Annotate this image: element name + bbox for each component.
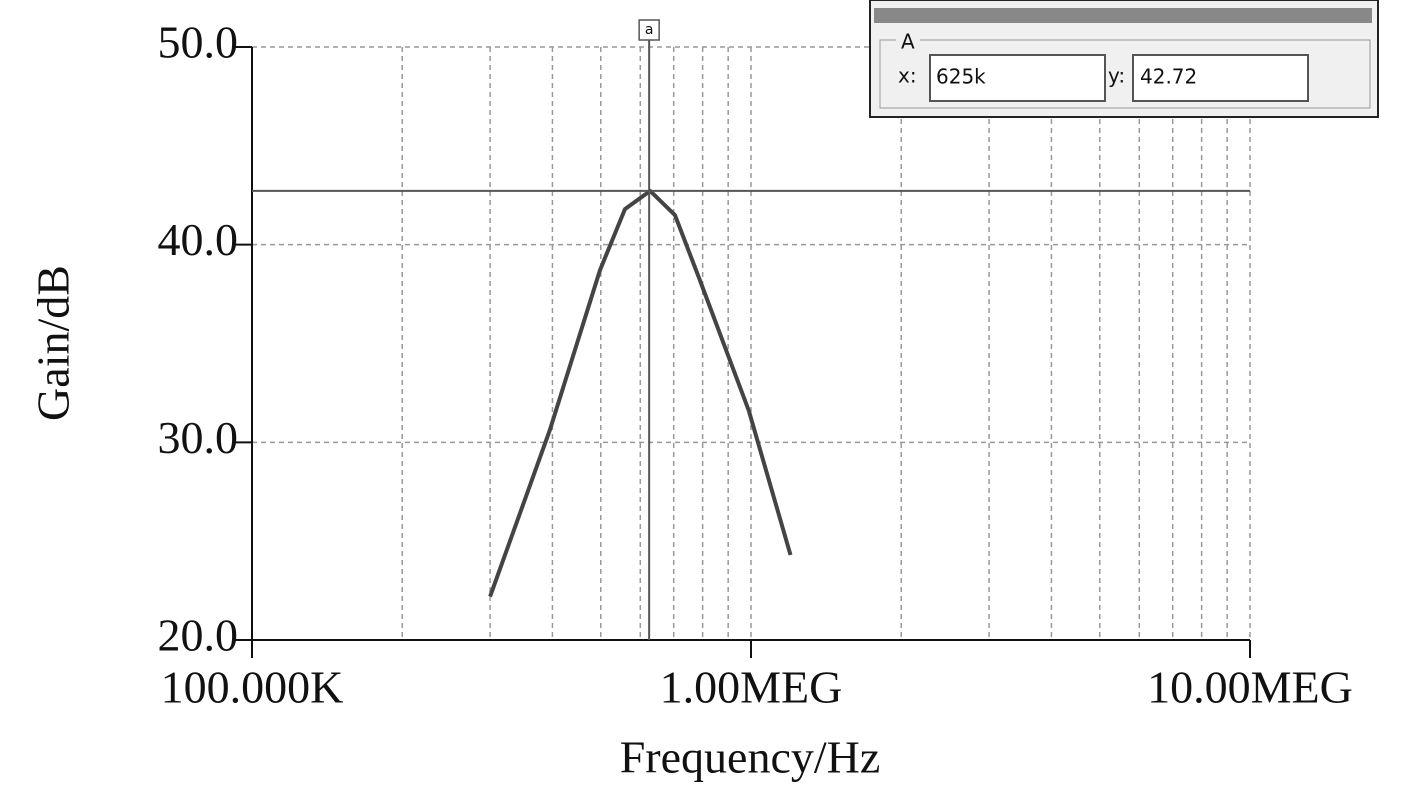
y-tick-label: 40.0	[158, 214, 239, 265]
title-bar	[874, 8, 1372, 23]
cursor-name: A	[901, 30, 915, 54]
y-tick-label: 20.0	[158, 610, 239, 661]
cursor-marker-box	[638, 19, 660, 41]
x-axis-label: Frequency/Hz	[620, 732, 881, 783]
x-tick-label: 100.000K	[161, 662, 344, 713]
x-field-label: x:	[898, 64, 917, 88]
cursor-panel: A x: 625k y: 42.72	[869, 0, 1379, 118]
y-tick-label: 50.0	[158, 17, 239, 68]
cursor-marker: a	[645, 22, 654, 38]
x-input[interactable]	[929, 54, 1106, 102]
y-input[interactable]	[1132, 54, 1309, 102]
y-input-value: 42.72	[1140, 65, 1197, 89]
y-tick-label: 30.0	[158, 412, 239, 463]
x-tick-label: 10.00MEG	[1147, 662, 1353, 713]
x-tick-label: 1.00MEG	[660, 662, 843, 713]
x-input-value: 625k	[936, 65, 986, 89]
y-axis-label: Gain/dB	[28, 265, 79, 421]
group-gap	[896, 34, 920, 48]
y-field-label: y:	[1108, 64, 1125, 88]
group-box	[879, 39, 1371, 109]
